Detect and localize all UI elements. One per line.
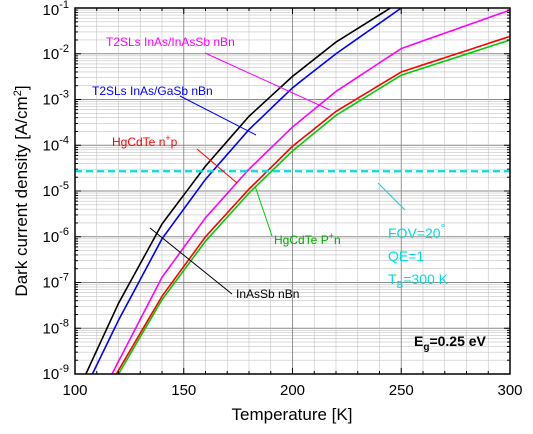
series-line-hgcdte-n-p [115,35,510,374]
pointer-t2sl-inas-insb [204,52,331,111]
x-tick-labels: 100 150 200 250 300 [62,382,522,399]
x-tick-label: 250 [389,382,414,399]
y-tick-label: 10-1 [43,0,69,19]
y-tick-label: 10-7 [43,272,69,292]
x-tick-label: 100 [62,382,87,399]
x-tick-label: 200 [280,382,305,399]
y-tick-labels: 10-9 10-8 10-7 10-6 10-5 10-4 10-3 10-2 … [43,0,69,383]
qe-annotation: QE=1 [388,248,424,264]
pointer-t2sl-inas-gasb [179,95,257,136]
x-axis-label: Temperature [K] [232,405,353,424]
label-inassb-nbn: InAsSb nBn [236,287,299,301]
y-tick-label: 10-4 [43,134,69,154]
annotation-conditions: FOV=20° QE=1 TB=300 K [388,221,449,291]
pointer-hgcdte-pn [254,185,273,237]
y-tick-label: 10-5 [43,180,69,200]
pointer-blip-line [377,182,406,211]
series-line-inassb-nbn [85,8,391,374]
fov-annotation: FOV=20° [388,221,446,241]
label-t2sl-inas-insb: T2SLs InAs/InAsSb nBn [106,35,235,49]
x-tick-label: 300 [497,382,522,399]
background-temp-annotation: TB=300 K [388,271,449,291]
y-tick-label: 10-8 [43,317,69,337]
y-tick-label: 10-3 [43,89,69,109]
y-tick-label: 10-6 [43,226,69,246]
label-pointers [149,52,406,295]
axis-ticks [74,8,511,375]
pointer-inassb-nbn [149,227,233,295]
data-curves [75,8,510,374]
y-tick-label: 10-9 [43,363,69,383]
label-hgcdte-pn: HgCdTe P+n [274,231,341,247]
label-t2sl-inas-gasb: T2SLs InAs/GaSb nBn [92,84,213,98]
series-line-t2sls-inas-gasb-nbn [91,8,402,374]
series-line-t2sls-inas-inassb-nbn [111,9,510,374]
y-tick-label: 10-2 [43,43,69,63]
label-hgcdte-np: HgCdTe n+p [112,133,178,149]
bandgap-annotation: Eg=0.25 eV [414,333,487,353]
series-line-hgcdte-p-n [117,39,510,374]
pointer-hgcdte-np [196,148,238,184]
x-tick-label: 150 [171,382,196,399]
y-axis-label: Dark current density [A/cm2] [12,85,31,296]
